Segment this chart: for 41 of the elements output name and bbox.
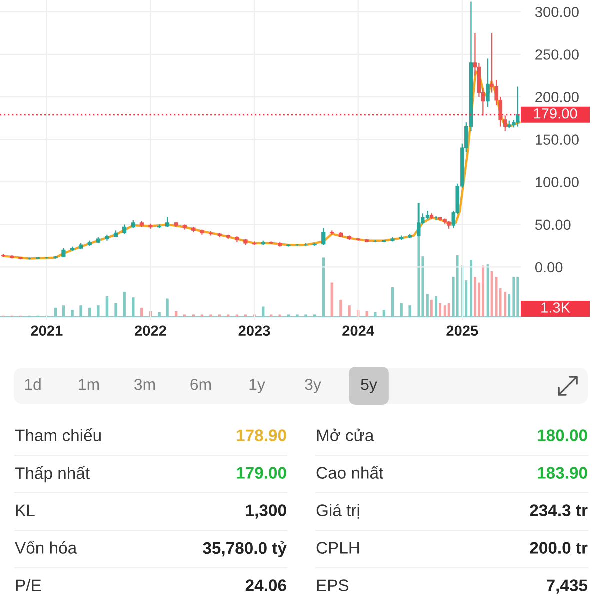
text: 178.90 xyxy=(237,430,286,442)
y-tick-label: 200.00 xyxy=(536,92,579,102)
y-tick-label: 150.00 xyxy=(536,134,579,145)
category-label: Tham chiếu xyxy=(15,428,101,442)
y-tick-label: 0.00 xyxy=(535,262,563,273)
category-label: P/E xyxy=(16,579,42,592)
x-tick-label: 2023 xyxy=(238,326,270,336)
text: 1.3K xyxy=(542,302,570,313)
category-label: 3y xyxy=(305,378,322,394)
category-label: 1m xyxy=(79,379,100,390)
y-tick-label: 50.00 xyxy=(535,220,571,230)
text: 234.3 tr xyxy=(530,504,588,516)
category-label: Giá trị xyxy=(316,504,360,519)
x-tick-label: 2024 xyxy=(342,326,374,336)
y-tick-label: 300.00 xyxy=(535,7,579,18)
category-label: 1y xyxy=(250,379,266,394)
category-label: Thấp nhất xyxy=(15,466,90,483)
text: 7,435 xyxy=(547,580,588,594)
category-label: Mở cửa xyxy=(317,428,374,442)
text: 200.0 tr xyxy=(530,542,588,554)
text: 183.90 xyxy=(538,467,588,479)
y-tick-label: 100.00 xyxy=(536,177,579,188)
category-label: 5y xyxy=(361,379,378,394)
x-tick-label: 2025 xyxy=(446,326,478,336)
x-tick-label: 2021 xyxy=(31,326,63,336)
text: 179.00 xyxy=(237,467,286,479)
category-label: EPS xyxy=(317,580,349,592)
category-label: 3m xyxy=(134,378,156,390)
category-label: Vốn hóa xyxy=(15,541,78,554)
category-label: KL xyxy=(16,504,35,516)
text: 180.00 xyxy=(538,430,588,442)
text: 24.06 xyxy=(246,580,286,592)
text: 35,780.0 tỷ xyxy=(203,542,287,558)
text: 1,300 xyxy=(246,504,286,519)
ref-line-label: 179.00 xyxy=(534,108,578,119)
category-label: Cao nhất xyxy=(316,466,384,479)
category-label: 1d xyxy=(25,378,41,390)
category-label: 6m xyxy=(190,378,212,390)
category-label: CPLH xyxy=(316,542,360,554)
x-tick-label: 2022 xyxy=(135,326,166,336)
y-tick-label: 250.00 xyxy=(536,50,579,60)
